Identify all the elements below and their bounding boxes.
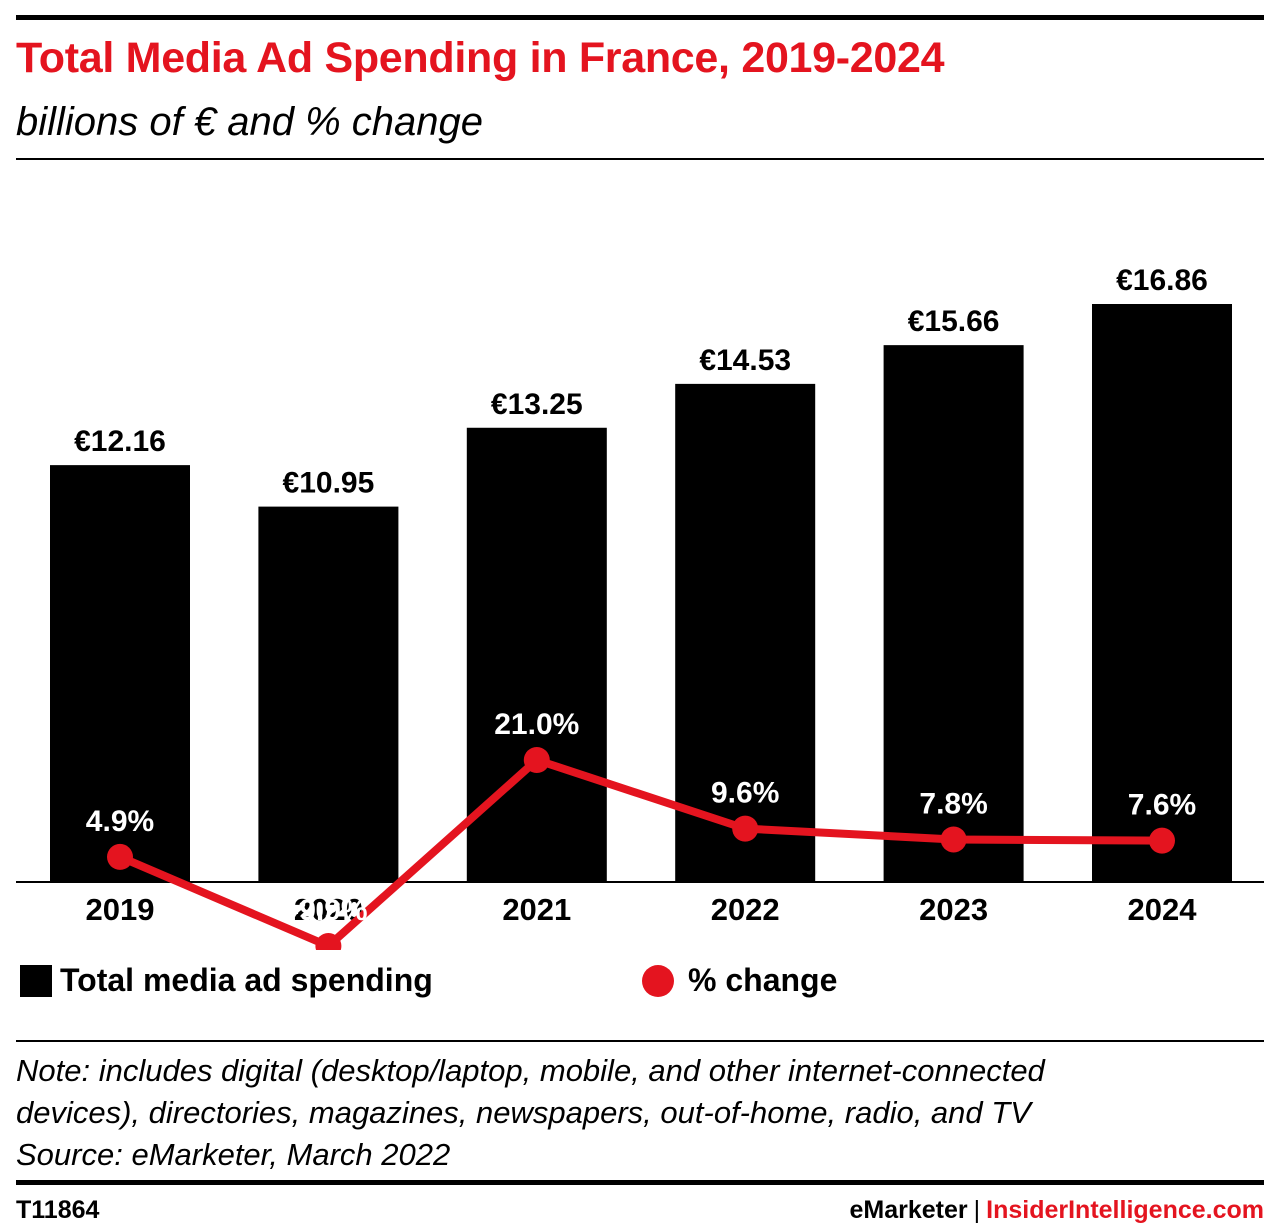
- x-tick-label: 2022: [711, 892, 780, 927]
- percent-point-2019: [107, 843, 133, 870]
- bar-2022: [675, 383, 816, 882]
- chart-id: T11864: [16, 1196, 100, 1224]
- bar-value-label: €15.66: [908, 305, 1000, 338]
- legend-bar-item: Total media ad spending: [20, 962, 433, 999]
- bar-value-label: €13.25: [491, 388, 583, 421]
- bar-value-label: €16.86: [1116, 264, 1208, 297]
- percent-change-line: [116, 756, 1166, 950]
- percent-point-2024: [1149, 827, 1175, 854]
- bar-2021: [466, 427, 607, 882]
- note-line-1: Note: includes digital (desktop/laptop, …: [16, 1053, 1045, 1088]
- x-tick-label: 2024: [1128, 892, 1198, 927]
- bar-2019: [50, 465, 190, 882]
- x-tick-label: 2023: [919, 892, 988, 927]
- bar-value-label: €10.95: [283, 467, 375, 500]
- percent-point-2021: [523, 747, 550, 773]
- brand-site-link[interactable]: InsiderIntelligence.com: [986, 1196, 1264, 1224]
- chart-note: Note: includes digital (desktop/laptop, …: [16, 1050, 1045, 1176]
- percent-label: 9.6%: [711, 777, 779, 810]
- percent-label: 7.6%: [1128, 789, 1196, 822]
- percent-label: 4.9%: [86, 805, 154, 838]
- note-rule: [16, 1040, 1264, 1042]
- percent-point-2020: [315, 933, 342, 950]
- legend-line-marker: [642, 964, 674, 997]
- footer-brand: eMarketer | InsiderIntelligence.com: [850, 1196, 1265, 1225]
- percent-point-2023: [940, 826, 967, 853]
- top-rule: [16, 15, 1264, 20]
- bar-2020: [258, 506, 399, 882]
- percent-label: 7.8%: [919, 787, 987, 820]
- bottom-rule: [16, 1180, 1264, 1185]
- header-rule: [16, 158, 1264, 160]
- legend-line-item: % change: [642, 962, 837, 999]
- percent-point-2022: [732, 815, 759, 842]
- note-line-2: devices), directories, magazines, newspa…: [16, 1095, 1031, 1130]
- x-tick-label: 2021: [502, 892, 571, 927]
- chart-subtitle: billions of € and % change: [16, 100, 483, 144]
- x-tick-label: 2019: [86, 892, 155, 927]
- legend-bar-label: Total media ad spending: [60, 962, 433, 998]
- brand-name: eMarketer: [849, 1196, 968, 1224]
- percent-label: 21.0%: [494, 708, 579, 741]
- bar-2023: [883, 345, 1024, 882]
- chart-title: Total Media Ad Spending in France, 2019-…: [16, 34, 945, 82]
- bar-value-label: €12.16: [74, 425, 166, 458]
- bar-2024: [1092, 304, 1232, 882]
- chart-area: €12.16 €10.95 €13.25 €14.53 €15.66 €16.86 2019…: [16, 264, 1264, 950]
- legend-line-label: % change: [688, 962, 838, 998]
- legend-bar-swatch: [20, 964, 52, 997]
- brand-separator: |: [973, 1196, 981, 1224]
- bar-value-label: €14.53: [699, 344, 791, 377]
- note-source: Source: eMarketer, March 2022: [16, 1137, 451, 1172]
- percent-label: -9.9%: [289, 894, 367, 927]
